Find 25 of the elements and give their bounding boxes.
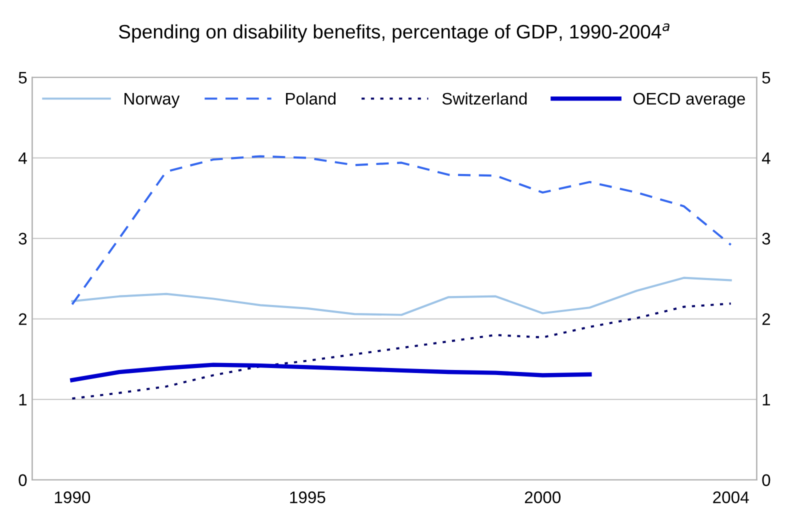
y-tick-label: 4 (18, 152, 27, 164)
y2-tick-label: 0 (762, 474, 770, 486)
x-tick-label: 2000 (524, 491, 561, 504)
line-series (71, 302, 732, 400)
y-tick-label: 3 (18, 232, 27, 245)
y2-tick-label: 3 (762, 232, 770, 245)
y2-tick-label: 4 (762, 152, 770, 164)
y-tick-label: 2 (18, 313, 27, 325)
legend-label: Switzerland (442, 92, 527, 105)
line-series (71, 155, 732, 306)
y2-tick-label: 2 (762, 313, 770, 325)
legend-label: Norway (124, 93, 180, 108)
x-tick-label: 2004 (713, 491, 749, 504)
y-tick-label: 5 (18, 72, 27, 84)
y-tick-label: 1 (19, 394, 27, 406)
x-tick-label: 1995 (290, 491, 326, 504)
line-series (71, 276, 732, 316)
x-tick-label: 1990 (54, 491, 90, 504)
line-series (70, 362, 592, 382)
y2-tick-label: 5 (762, 72, 770, 84)
legend-label: Poland (286, 92, 336, 105)
chart-title: Spending on disability benefits, percentage of GDP, 1990-2004$^{a}$ (118, 23, 670, 42)
y2-tick-label: 1 (762, 394, 770, 406)
legend-label: OECD average (634, 92, 745, 108)
y-tick-label: 0 (18, 474, 27, 486)
